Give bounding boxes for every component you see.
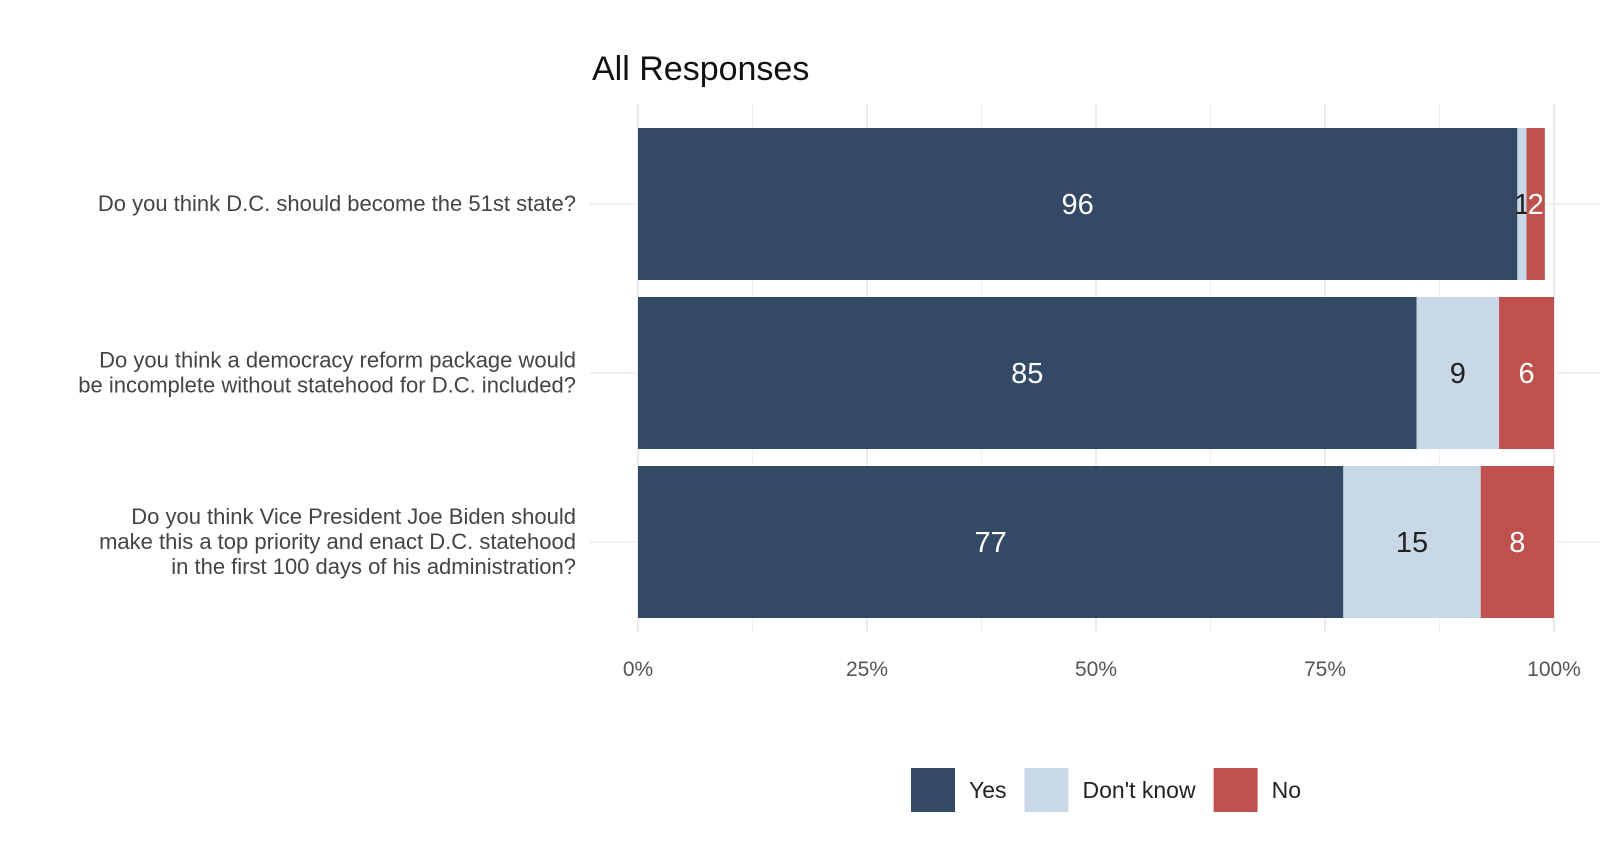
- legend-item: Don't know: [1024, 768, 1196, 812]
- data-label: 9: [1450, 358, 1466, 390]
- bar-segment: [1517, 128, 1527, 280]
- legend-swatch: [1024, 768, 1069, 812]
- x-axis-ticks: 0% 25% 50% 75% 100%: [623, 658, 1581, 681]
- data-label: 1: [1514, 189, 1530, 221]
- category-labels: Do you think D.C. should become the 51st…: [78, 191, 576, 579]
- bar-segment: [638, 297, 1417, 449]
- bar-segment: [1416, 297, 1500, 449]
- legend-swatch: [1213, 768, 1258, 812]
- data-label: 6: [1518, 358, 1534, 390]
- legend: Yes Don't know No: [911, 768, 1301, 812]
- legend-item: No: [1213, 768, 1301, 812]
- legend-item: Yes: [911, 768, 1007, 812]
- bar-segment: [638, 128, 1518, 280]
- data-label: 96: [1062, 189, 1094, 221]
- data-label: 85: [1011, 358, 1043, 390]
- legend-label: Yes: [969, 777, 1007, 803]
- legend-label: No: [1272, 777, 1301, 803]
- category-label: Do you think D.C. should become the 51st…: [98, 191, 576, 216]
- bar-row: 96 12: [638, 128, 1545, 280]
- bar-segment: [1499, 297, 1554, 449]
- bar-segment: [1526, 128, 1545, 280]
- legend-swatch: [911, 768, 955, 812]
- data-label: 2: [1528, 189, 1544, 221]
- legend-label: Don't know: [1083, 777, 1196, 803]
- bar-segment: [1343, 466, 1481, 618]
- bar-row: 77 15 8: [638, 466, 1554, 618]
- bar-segment: [1480, 466, 1554, 618]
- x-tick-label: 75%: [1304, 658, 1346, 681]
- category-label: Do you think a democracy reform package …: [78, 348, 576, 398]
- data-label: 77: [975, 527, 1007, 559]
- chart-title: All Responses: [592, 50, 809, 88]
- x-tick-label: 50%: [1075, 658, 1117, 681]
- x-tick-label: 0%: [623, 658, 653, 681]
- data-label: 8: [1509, 527, 1525, 559]
- bar-row: 85 9 6: [638, 297, 1554, 449]
- x-tick-label: 100%: [1527, 658, 1581, 681]
- x-tick-label: 25%: [846, 658, 888, 681]
- bar-segment: [638, 466, 1344, 618]
- category-label: Do you think Vice President Joe Biden sh…: [99, 504, 576, 579]
- data-label: 15: [1396, 527, 1428, 559]
